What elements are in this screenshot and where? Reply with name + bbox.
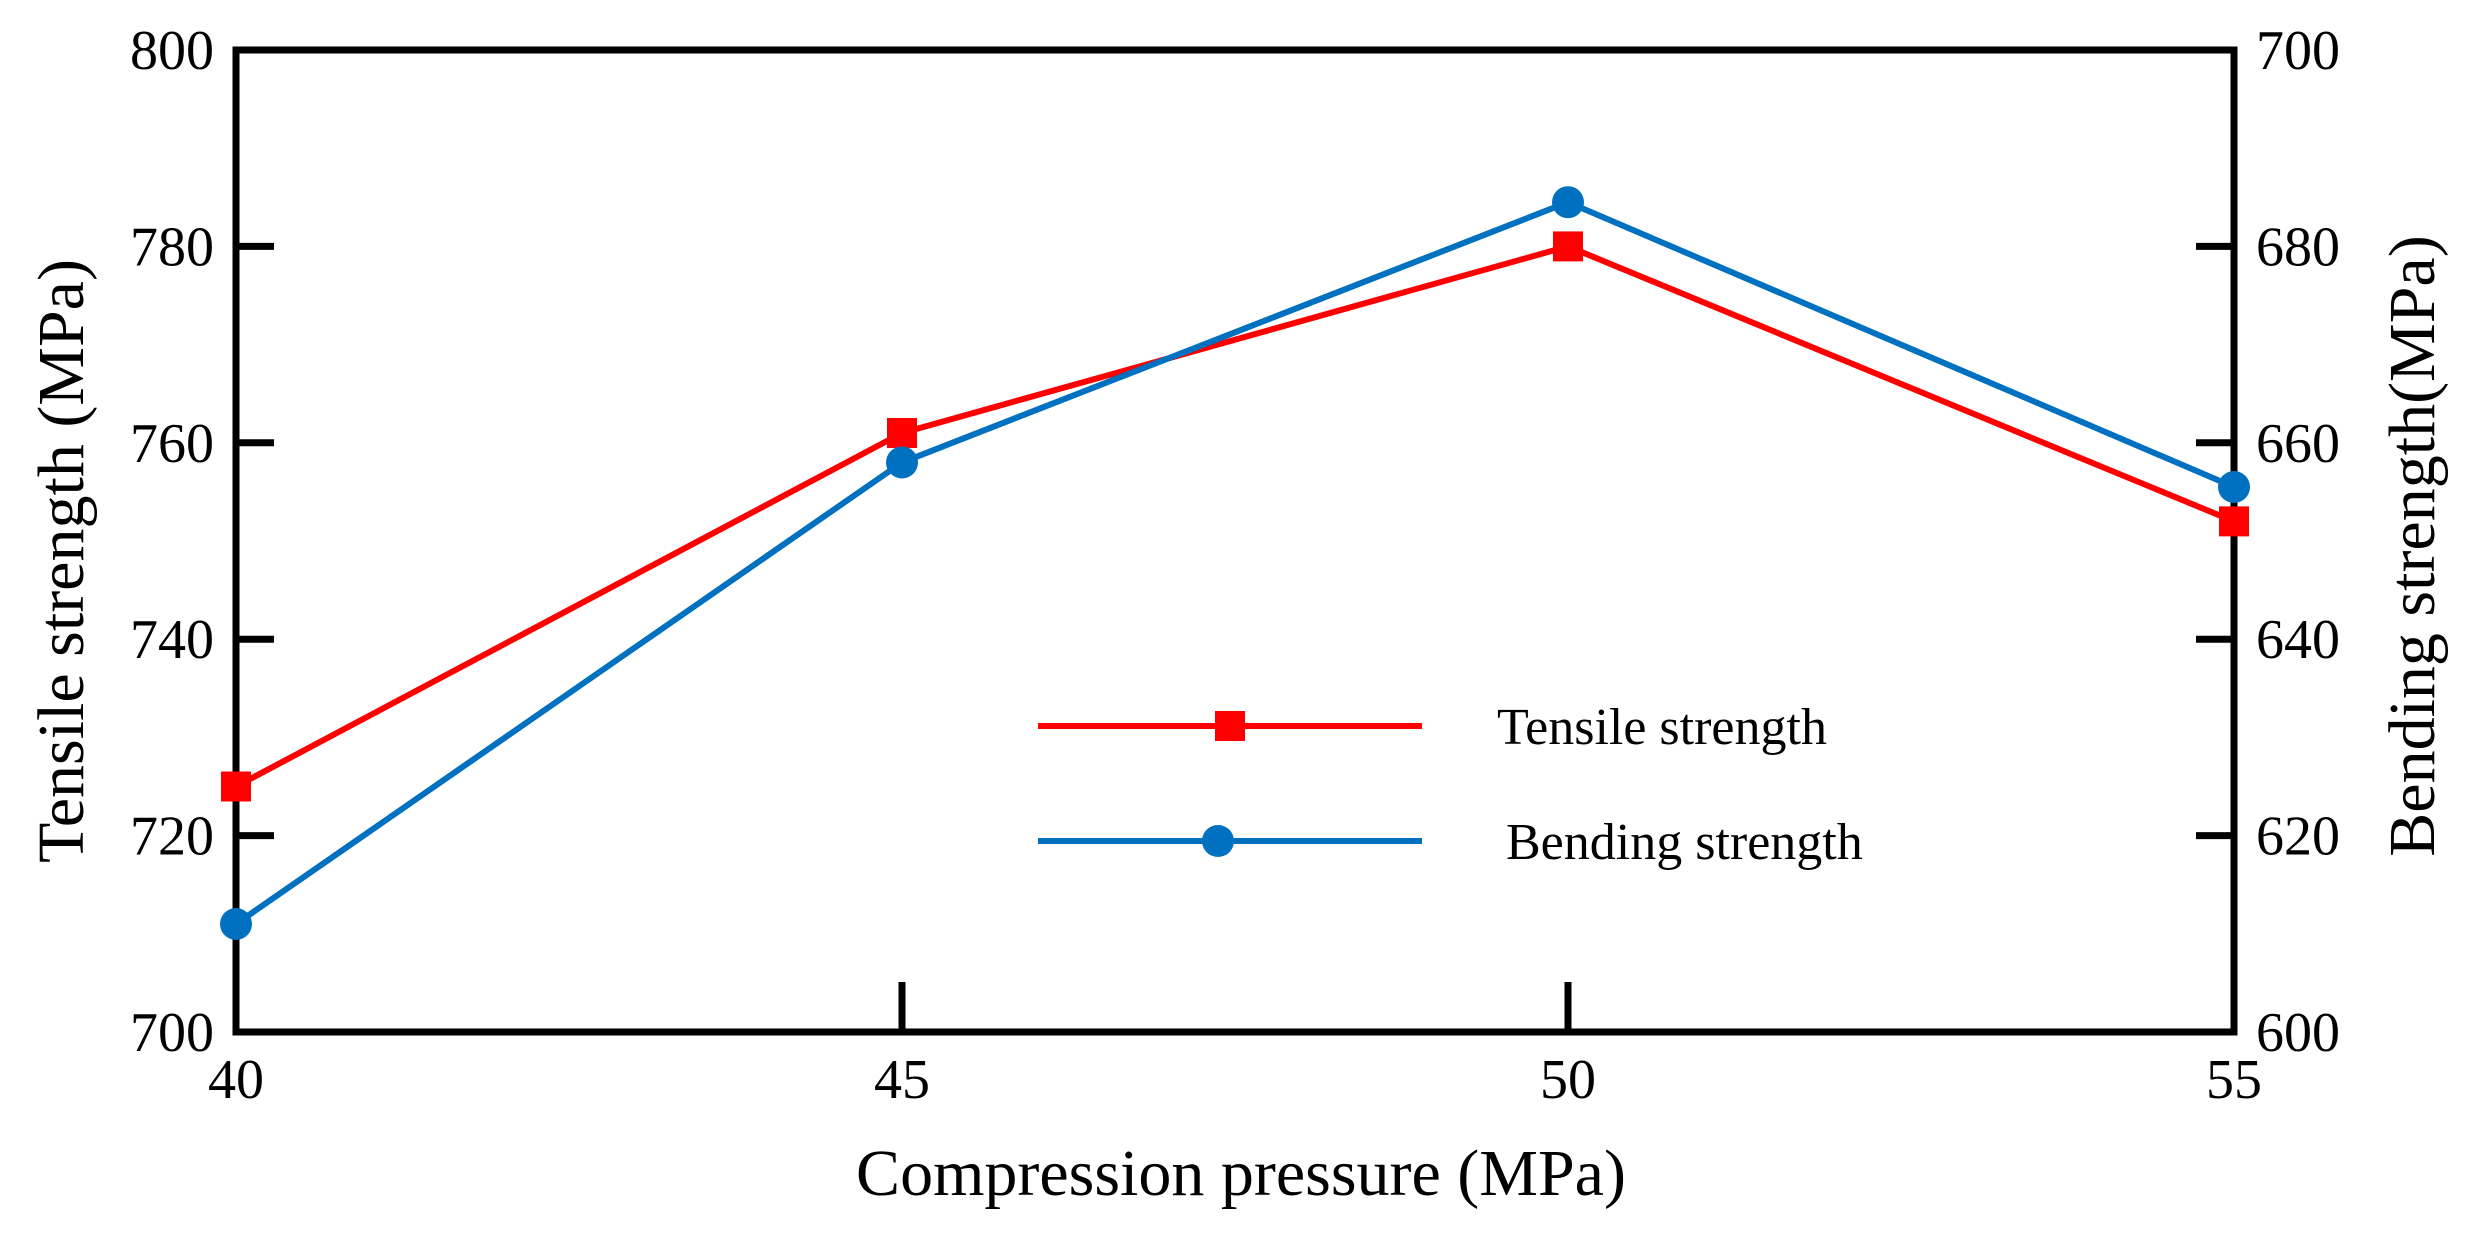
legend-marker-circle <box>1202 825 1234 857</box>
legend-label: Bending strength <box>1506 814 1863 871</box>
legend-label: Tensile strength <box>1497 699 1827 756</box>
x-tick-label: 50 <box>1540 1049 1596 1111</box>
axes-layer <box>232 46 2238 1036</box>
x-tick-label: 55 <box>2206 1049 2262 1111</box>
data-point-square <box>2219 506 2249 537</box>
y-left-tick-label: 800 <box>130 20 214 82</box>
y-left-axis-title: Tensile strength (MPa) <box>25 259 98 863</box>
y-left-tick-label: 780 <box>130 216 214 278</box>
legend-marker-square <box>1215 711 1245 741</box>
y-left-tick-label: 760 <box>130 413 214 475</box>
data-point-circle <box>2218 470 2250 503</box>
y-right-tick-label: 600 <box>2256 1002 2340 1064</box>
data-point-circle <box>1552 186 1584 219</box>
y-left-tick-label: 740 <box>130 609 214 671</box>
data-point-circle <box>886 446 918 479</box>
y-right-tick-label: 700 <box>2256 20 2340 82</box>
plot-frame <box>232 46 2238 1036</box>
data-point-square <box>221 771 251 802</box>
y-right-tick-label: 640 <box>2256 609 2340 671</box>
y-right-axis-title: Bending strength(MPa) <box>2376 235 2449 856</box>
data-point-square <box>887 417 917 448</box>
x-axis-title: Compression pressure (MPa) <box>856 1137 1626 1210</box>
y-right-tick-label: 620 <box>2256 806 2340 868</box>
series-layer <box>220 186 2250 940</box>
legend: Tensile strength Bending strength <box>1038 699 1863 871</box>
series-line-tensile <box>234 243 2236 790</box>
x-tick-label: 40 <box>208 1049 264 1111</box>
data-point-square <box>1553 231 1583 262</box>
y-right-tick-label: 680 <box>2256 216 2340 278</box>
data-point-circle <box>220 907 252 940</box>
y-left-tick-label: 720 <box>130 806 214 868</box>
series-line-bending <box>234 199 2236 927</box>
y-right-tick-label: 660 <box>2256 413 2340 475</box>
y-left-tick-label: 700 <box>130 1002 214 1064</box>
x-tick-label: 45 <box>874 1049 930 1111</box>
